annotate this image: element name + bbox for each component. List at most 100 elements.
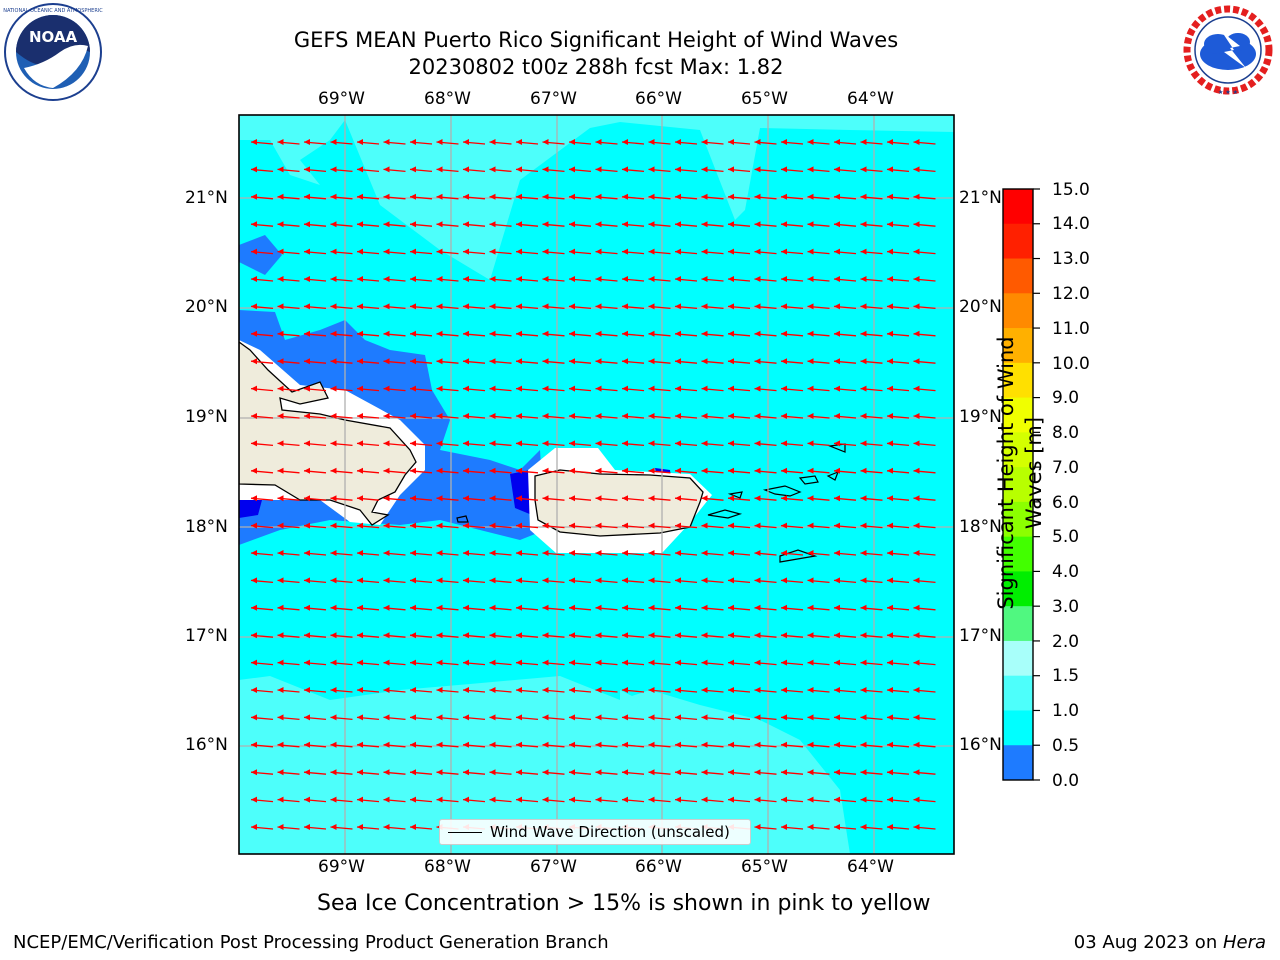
lon-label-top-64: 64°W [847,89,894,109]
wind-arrow-head [701,495,708,502]
wind-arrow-head [304,166,310,173]
wind-arrow-head [516,550,522,556]
wind-arrow-head [489,193,496,200]
legend-line-swatch [448,832,482,833]
wind-arrow-head [542,358,549,365]
lon-label-bottom-66: 66°W [635,857,682,877]
wind-arrow-head [728,440,734,447]
wind-arrow-head [489,413,496,419]
wind-arrow-head [463,358,469,365]
wind-arrow-head [516,221,522,228]
wind-arrow-head [834,577,840,584]
wind-arrow-head [701,276,708,282]
noaa-logo-text: NOAA [29,28,78,46]
wind-arrow-head [754,522,761,529]
wind-arrow-head [304,413,310,419]
wind-arrow-head [913,824,920,830]
wind-arrow-head [595,221,602,228]
wind-arrow-head [463,632,469,639]
wind-arrow-head [622,385,628,392]
wind-arrow-head [463,741,469,748]
wind-arrow-head [622,221,628,228]
wind-arrow-head [728,467,734,474]
wind-arrow-head [595,358,602,365]
wind-arrow-head [542,769,549,776]
wind-arrow-head [834,796,840,803]
wind-arrow-head [277,413,284,419]
wind-arrow-head [569,139,575,145]
wind-arrow-head [701,193,708,200]
colorbar-segment [1003,397,1033,433]
wind-arrow-head [913,522,920,529]
wind-arrow-head [701,741,708,748]
wind-arrow-head [887,303,893,310]
wind-arrow-head [410,550,416,556]
wind-arrow-head [701,550,708,556]
colorbar-tick: 4.0 [1052,562,1080,582]
wind-arrow-head [648,139,655,145]
wind-arrow-head [436,166,443,173]
wind-arrow-head [754,714,761,721]
wind-arrow-head [569,385,575,392]
wind-arrow-head [436,221,443,228]
wind-arrow-head [860,139,867,145]
wind-arrow-head [251,495,257,502]
wind-arrow-head [754,796,761,803]
shallow-mona [510,470,532,515]
wind-arrow-head [516,248,522,255]
wind-arrow-head [304,495,310,502]
wind-arrow-head [436,741,443,748]
wind-arrow-head [569,193,575,200]
wind-arrow-head [357,577,363,584]
colorbar-tick: 6.0 [1052,493,1080,513]
wind-arrow-head [410,769,416,776]
colorbar-segment [1003,536,1033,572]
wind-arrow-head [834,467,840,474]
wind-arrow-head [277,687,284,693]
wind-arrow-head [781,385,787,392]
wind-arrow-head [436,687,443,693]
wind-arrow-head [304,330,310,337]
wind-arrow-head [622,139,628,145]
wind-arrow-head [251,193,257,200]
wind-arrow-head [595,276,602,282]
wind-arrow-head [701,303,708,310]
wind-arrow-head [251,824,257,830]
wind-arrow-head [410,577,416,584]
wind-arrow-head [489,522,496,529]
wind-arrow-head [781,604,787,611]
wind-arrow-head [436,632,443,639]
wind-arrow-head [807,193,814,200]
wind-arrow-head [622,440,628,447]
wind-arrow-head [436,796,443,803]
wind-arrow-head [781,550,787,556]
wind-arrow-head [410,303,416,310]
wind-arrow-head [754,632,761,639]
wind-arrow-head [807,330,814,337]
map-frame [238,114,955,855]
wind-arrow-head [728,303,734,310]
wind-arrow-head [357,385,363,392]
colorbar-segment [1003,640,1033,677]
wind-arrow-head [595,604,602,611]
wind-arrow-head [251,467,257,474]
wind-arrow-head [383,659,390,666]
wind-arrow-head [383,467,390,474]
colorbar-segment [1003,432,1033,468]
wind-arrow-head [754,495,761,502]
wind-arrow-head [383,796,390,803]
wind-arrow-head [781,221,787,228]
wind-arrow-head [304,440,310,447]
wind-arrow-head [542,303,549,310]
wind-arrow-head [913,550,920,556]
wind-arrow-head [648,276,655,282]
wind-arrow-head [569,303,575,310]
wind-arrow-head [304,659,310,666]
wind-arrow-head [330,659,337,666]
wind-arrow-head [807,824,814,830]
wind-arrow-head [383,276,390,282]
wind-arrow-head [781,139,787,145]
wind-arrow-head [701,659,708,666]
wind-arrow-head [860,741,867,748]
colorbar-segment [1003,571,1033,607]
